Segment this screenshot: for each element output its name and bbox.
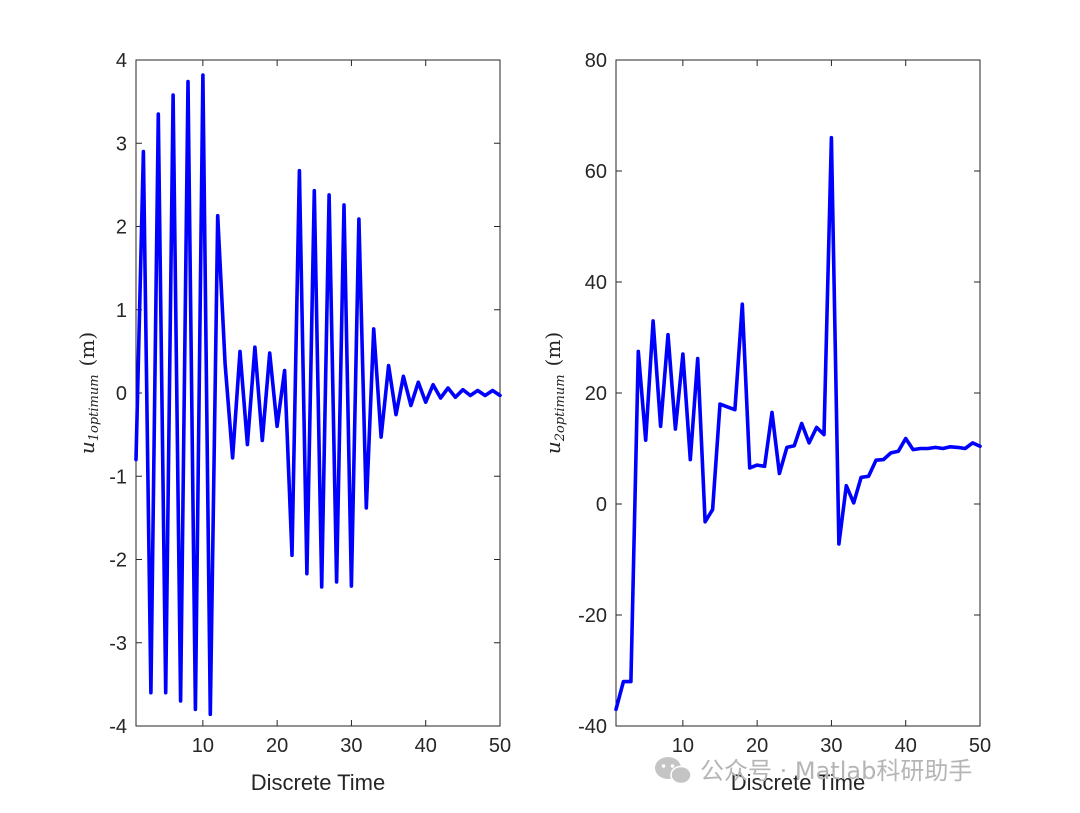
right-y-tick-label: 60 — [585, 161, 607, 183]
right-y-tick-label: -20 — [578, 605, 607, 627]
right-y-axis-label: u2optimum (m) — [541, 332, 568, 454]
right-y-tick-label: -40 — [578, 716, 607, 738]
watermark: 公众号 · Matlab科研助手 — [655, 757, 972, 785]
left-ticks: 10 20 30 40 50 -4 -3 -2 -1 0 1 2 3 4 — [109, 50, 511, 757]
left-y-tick-label: -1 — [109, 466, 127, 488]
left-y-tick-label: -3 — [109, 633, 127, 655]
right-x-tick-label: 30 — [820, 735, 842, 757]
right-x-tick-label: 50 — [969, 735, 991, 757]
right-y-tick-label: 40 — [585, 272, 607, 294]
left-y-tick-label: 2 — [116, 217, 127, 239]
wechat-icon — [655, 757, 692, 785]
left-x-tick-label: 40 — [415, 735, 437, 757]
right-y-axis-subscript: 2optimum — [553, 374, 568, 442]
left-x-tick-label: 10 — [192, 735, 214, 757]
right-series-line — [614, 135, 982, 712]
left-y-axis-unit: (m) — [75, 332, 99, 367]
right-axes-box — [615, 59, 981, 727]
right-y-tick-label: 80 — [585, 50, 607, 72]
left-x-tick-label: 20 — [266, 735, 288, 757]
watermark-text: 公众号 · Matlab科研助手 — [700, 757, 972, 785]
left-y-tick-label: 3 — [116, 133, 127, 155]
right-x-tick-label: 10 — [672, 735, 694, 757]
right-x-tick-label: 20 — [746, 735, 768, 757]
left-y-axis-symbol: u — [75, 441, 99, 454]
left-subplot: 10 20 30 40 50 -4 -3 -2 -1 0 1 2 3 4 Discrete Time u1… — [75, 50, 511, 795]
left-y-axis-label: u1optimum (m) — [75, 332, 102, 454]
left-x-tick-label: 30 — [340, 735, 362, 757]
right-y-tick-label: 20 — [585, 383, 607, 405]
right-y-axis-unit: (m) — [541, 332, 565, 367]
right-ticks: 10 20 30 40 50 -40 -20 0 20 40 60 80 — [578, 50, 991, 757]
left-y-tick-label: 4 — [116, 50, 127, 72]
left-y-tick-label: 1 — [116, 300, 127, 322]
left-x-axis-label: Discrete Time — [251, 770, 385, 795]
right-x-axis-label: Discrete Time — [731, 770, 865, 795]
left-y-tick-label: -2 — [109, 550, 127, 572]
left-series-line — [134, 73, 502, 717]
left-y-axis-subscript: 1optimum — [87, 374, 102, 441]
left-x-tick-label: 50 — [489, 735, 511, 757]
left-y-tick-label: 0 — [116, 383, 127, 405]
right-y-axis-symbol: u — [541, 441, 565, 454]
right-y-tick-label: 0 — [596, 494, 607, 516]
left-y-tick-label: -4 — [109, 716, 127, 738]
right-x-tick-label: 40 — [895, 735, 917, 757]
